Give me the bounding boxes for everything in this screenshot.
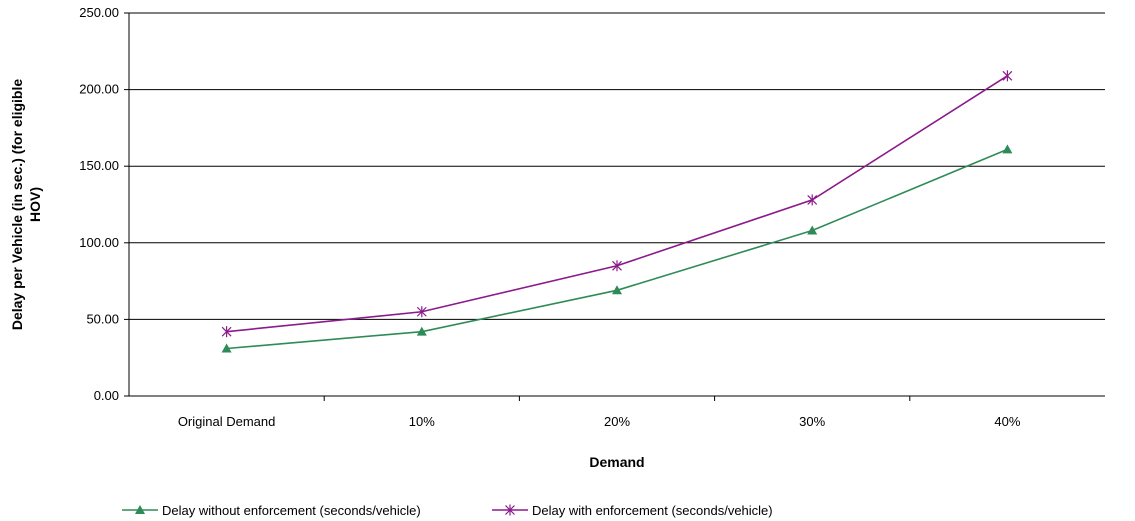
y-tick-label: 0.00 xyxy=(94,388,119,403)
series-line xyxy=(226,148,1008,350)
x-tick-label: 40% xyxy=(994,414,1020,429)
legend-item-2: Delay with enforcement (seconds/vehicle) xyxy=(492,503,773,518)
legend-marker xyxy=(135,505,145,514)
x-axis-title: Demand xyxy=(589,454,644,470)
axes xyxy=(128,13,1105,397)
y-tick-label: 150.00 xyxy=(79,158,119,173)
y-axis-title: Delay per Vehicle (in sec.) (for eligibl… xyxy=(9,79,43,331)
y-tick-label: 200.00 xyxy=(79,82,119,97)
data-point xyxy=(1002,70,1013,82)
legend-label: Delay with enforcement (seconds/vehicle) xyxy=(532,503,773,518)
data-point xyxy=(807,225,818,235)
series-1 xyxy=(221,144,1013,353)
y-tick-label: 100.00 xyxy=(79,235,119,250)
data-point xyxy=(612,260,622,272)
y-axis-title-line-2: HOV) xyxy=(27,187,43,222)
data-point xyxy=(221,326,232,338)
data-point xyxy=(416,306,427,318)
legend-item-1: Delay without enforcement (seconds/vehic… xyxy=(122,503,421,518)
data-point xyxy=(807,194,818,206)
y-tick-label: 50.00 xyxy=(86,311,119,326)
data-point xyxy=(416,326,427,336)
data-point xyxy=(612,285,622,295)
x-tick-label: 20% xyxy=(604,414,630,429)
data-point xyxy=(1002,144,1013,154)
legend-marker xyxy=(505,504,515,516)
legend-label: Delay without enforcement (seconds/vehic… xyxy=(162,503,421,518)
data-point xyxy=(221,343,232,353)
gridlines xyxy=(129,12,1105,320)
y-axis-title-line-1: Delay per Vehicle (in sec.) (for eligibl… xyxy=(9,79,25,331)
x-tick-label: Original Demand xyxy=(178,414,276,429)
x-tick-label: 10% xyxy=(409,414,435,429)
y-axis-ticks: 0.00 50.00 100.00 150.00 200.00 250.00 xyxy=(79,5,129,403)
x-axis-ticks: Original Demand 10% 20% 30% 40% xyxy=(178,396,1021,429)
series-group xyxy=(221,70,1013,353)
series-2 xyxy=(221,70,1013,338)
y-tick-label: 250.00 xyxy=(79,5,119,20)
x-tick-label: 30% xyxy=(799,414,825,429)
legend: Delay without enforcement (seconds/vehic… xyxy=(122,503,773,518)
